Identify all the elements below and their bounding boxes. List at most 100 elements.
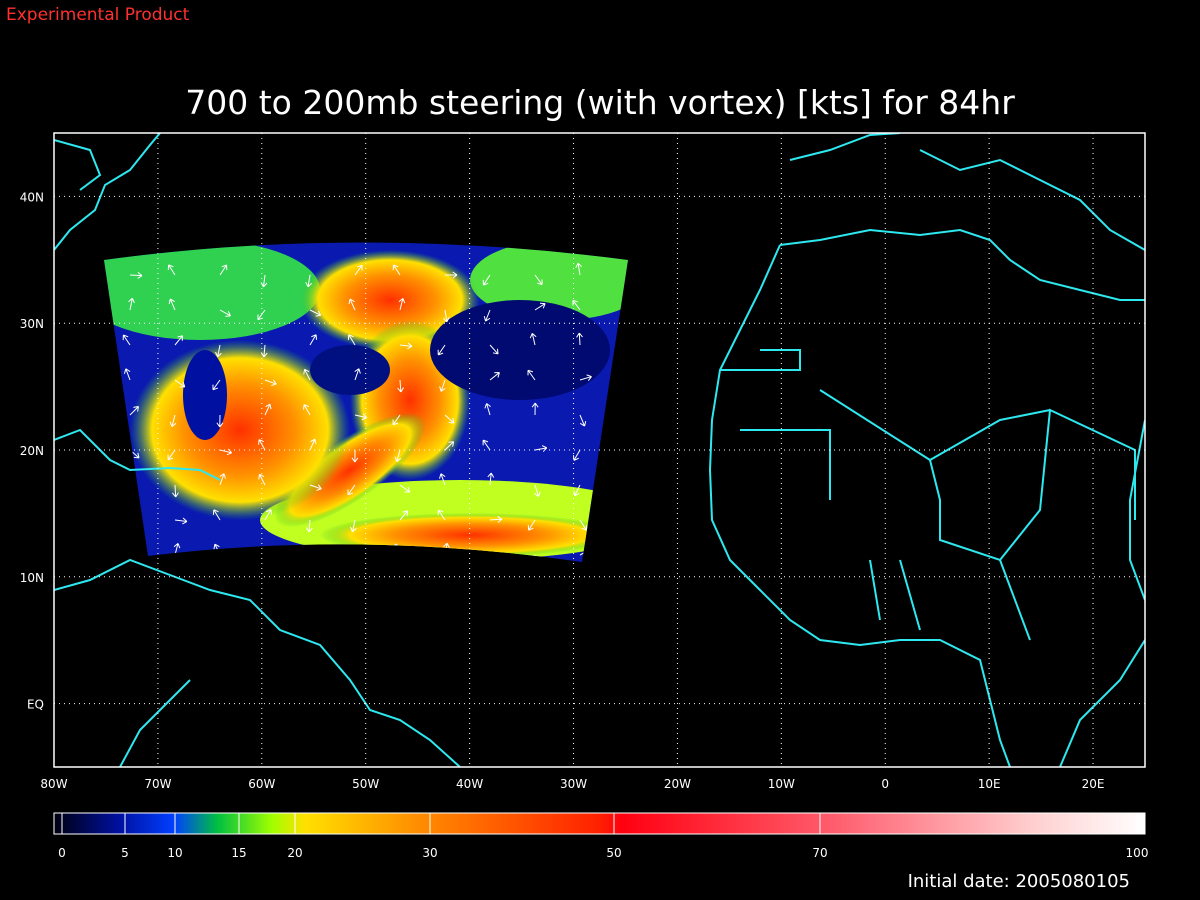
wind-arrow <box>302 554 311 562</box>
wind-arrow <box>482 274 491 286</box>
wind-arrow <box>444 441 455 451</box>
wind-arrow <box>258 473 266 486</box>
field-blob <box>183 350 227 440</box>
wind-arrow <box>303 368 311 381</box>
wind-arrow <box>122 334 131 346</box>
wind-arrow <box>437 509 446 521</box>
coastline <box>54 139 102 191</box>
wind-arrow <box>393 543 401 556</box>
wind-arrow <box>439 379 446 392</box>
wind-arrow <box>129 272 143 279</box>
wind-arrow <box>123 368 131 381</box>
wind-arrow <box>124 484 131 497</box>
wind-arrow <box>167 449 176 461</box>
x-tick-label: 40W <box>456 777 483 791</box>
wind-arrow <box>397 379 404 393</box>
wind-arrow <box>216 414 224 428</box>
wind-arrow <box>174 379 186 388</box>
colorbar-label: 100 <box>1126 846 1149 860</box>
x-tick-label: 30W <box>560 777 587 791</box>
wind-arrow <box>212 379 221 391</box>
coastline <box>119 679 191 767</box>
wind-arrow <box>129 405 139 416</box>
field-blob <box>430 300 610 400</box>
y-tick-label: 40N <box>20 190 44 204</box>
field-blob <box>320 513 620 557</box>
wind-arrow <box>572 299 581 311</box>
colorbar-label: 5 <box>121 846 129 860</box>
wind-arrow <box>264 379 277 386</box>
wind-arrow <box>527 519 536 531</box>
wind-arrow <box>576 332 583 346</box>
coastline <box>54 133 161 251</box>
border <box>720 349 1136 641</box>
wind-arrow <box>172 484 179 498</box>
x-tick-label: 60W <box>248 777 275 791</box>
x-tick-label: 10W <box>768 777 795 791</box>
wind-arrow <box>309 484 322 491</box>
y-tick-label: 10N <box>20 571 44 585</box>
wind-arrow <box>392 264 401 276</box>
wind-arrow <box>219 264 228 276</box>
experimental-label: Experimental Product <box>6 5 190 25</box>
wind-arrow <box>444 414 455 424</box>
wind-arrow <box>174 335 184 346</box>
wind-arrow <box>354 368 361 381</box>
wind-arrow <box>264 509 272 521</box>
initial-date: Initial date: 2005080105 <box>908 871 1130 892</box>
wind-arrow <box>305 519 313 533</box>
wind-arrow <box>212 509 221 521</box>
wind-arrow <box>351 449 359 463</box>
y-tick-label: EQ <box>27 698 44 712</box>
x-tick-label: 20E <box>1082 777 1105 791</box>
grid <box>54 133 1145 767</box>
wind-arrow <box>309 309 322 317</box>
wind-arrow <box>483 309 491 322</box>
wind-arrow <box>529 332 537 346</box>
field-blob <box>104 242 320 340</box>
coastlines <box>54 133 1145 767</box>
wind-arrow <box>168 298 176 311</box>
wind-arrow <box>169 414 177 427</box>
colorbar-label: 0 <box>58 846 66 860</box>
wind-arrow <box>579 414 587 427</box>
y-tick-label: 20N <box>20 444 44 458</box>
colorbar-label: 50 <box>606 846 621 860</box>
wind-arrow <box>392 414 401 426</box>
wind-arrow <box>488 554 496 562</box>
colorbar-label: 10 <box>167 846 182 860</box>
coastline <box>708 244 1145 767</box>
wind-arrow <box>527 369 536 381</box>
coastline <box>54 428 221 481</box>
wind-arrow <box>573 484 581 497</box>
wind-arrow <box>122 519 131 531</box>
wind-arrow <box>167 264 176 276</box>
wind-arrow <box>528 554 536 562</box>
wind-arrow <box>534 274 543 286</box>
wind-arrow <box>354 413 368 421</box>
wind-arrow <box>354 264 363 276</box>
wind-arrow <box>399 484 411 493</box>
map-body <box>54 133 1145 767</box>
y-tick-label: 30N <box>20 317 44 331</box>
x-tick-label: 20W <box>664 777 691 791</box>
wind-arrow <box>482 439 491 451</box>
wind-arrow <box>348 298 356 311</box>
wind-arrow <box>489 516 503 523</box>
colorbar-label: 15 <box>231 846 246 860</box>
wind-arrow <box>399 510 409 521</box>
wind-arrow <box>489 344 499 355</box>
field-blob <box>274 412 426 528</box>
wind-arrow <box>215 344 222 358</box>
colorbar <box>53 812 1146 835</box>
wind-arrow <box>534 445 548 452</box>
wind-arrow <box>572 449 581 461</box>
wind-arrow <box>579 374 592 381</box>
wind-arrow <box>487 472 495 486</box>
field-blob <box>300 250 480 350</box>
wind-arrow <box>442 309 450 323</box>
x-tick-label: 50W <box>352 777 379 791</box>
wind-arrow <box>219 448 233 456</box>
